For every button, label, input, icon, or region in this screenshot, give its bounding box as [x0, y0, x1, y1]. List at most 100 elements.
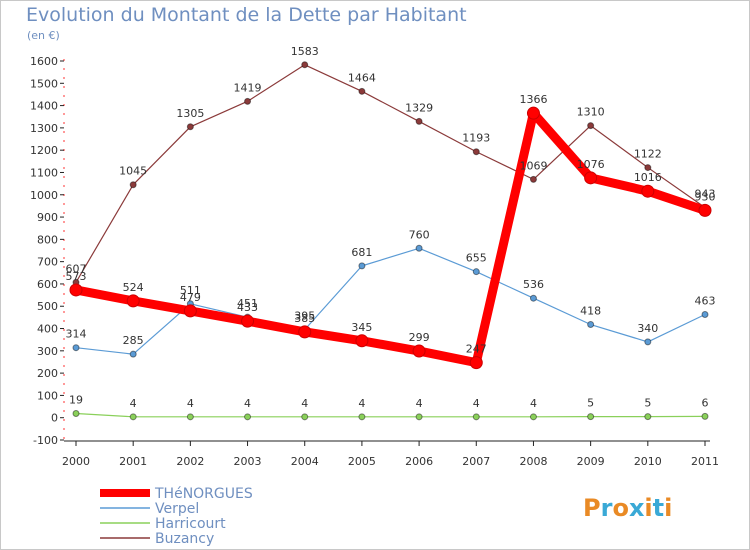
data-point-verpel [529, 294, 537, 302]
legend-label-harricourt: Harricourt [155, 516, 226, 532]
data-label-thenorgues: 299 [409, 331, 430, 344]
data-point-thenorgues [183, 304, 197, 318]
data-point-harricourt [529, 413, 537, 421]
x-tick-label: 2001 [119, 455, 147, 468]
x-tick-label: 2006 [405, 455, 433, 468]
brand-letter: i [664, 494, 672, 522]
data-point-verpel [587, 321, 595, 329]
data-label-harricourt: 4 [301, 397, 308, 410]
data-point-harricourt [587, 413, 595, 421]
y-tick-label: 1600 [30, 55, 58, 68]
x-tick-label: 2002 [176, 455, 204, 468]
y-tick-label: 300 [37, 345, 58, 358]
y-tick-label: 1500 [30, 77, 58, 90]
y-tick-label: 1100 [30, 166, 58, 179]
brand-letter: x [629, 494, 645, 522]
data-point-thenorgues [69, 283, 83, 297]
data-label-verpel: 655 [466, 252, 487, 265]
legend-label-thenorgues: THéNORGUES [154, 486, 253, 502]
data-label-buzancy: 1583 [291, 45, 319, 58]
y-tick-label: 1400 [30, 100, 58, 113]
data-point-verpel [472, 268, 480, 276]
y-tick-label: 700 [37, 256, 58, 269]
x-tick-label: 2011 [691, 455, 719, 468]
series-line-harricourt [75, 412, 706, 418]
data-point-verpel [644, 338, 652, 346]
y-tick-label: 100 [37, 389, 58, 402]
data-label-buzancy: 1045 [119, 165, 147, 178]
data-label-thenorgues: 524 [123, 281, 144, 294]
data-point-buzancy [529, 175, 537, 183]
data-label-verpel: 511 [180, 284, 201, 297]
brand-letter: i [644, 494, 652, 522]
data-label-thenorgues: 1366 [519, 93, 547, 106]
data-point-harricourt [358, 413, 366, 421]
chart-unit: (en €) [27, 29, 60, 42]
data-label-buzancy: 943 [695, 187, 716, 200]
brand-text: Proxiti [583, 494, 672, 522]
data-label-thenorgues: 1076 [577, 158, 605, 171]
data-point-buzancy [186, 123, 194, 131]
data-point-thenorgues [526, 106, 540, 120]
data-label-harricourt: 4 [187, 397, 194, 410]
brand-letter: t [653, 494, 664, 522]
y-tick-label: 1000 [30, 189, 58, 202]
data-label-buzancy: 1193 [462, 132, 490, 145]
y-tick-label: 1200 [30, 144, 58, 157]
data-label-buzancy: 1069 [519, 159, 547, 172]
data-point-verpel [358, 262, 366, 270]
x-tick-label: 2005 [348, 455, 376, 468]
data-label-thenorgues: 247 [466, 343, 487, 356]
data-label-buzancy: 1419 [234, 81, 262, 94]
data-point-verpel [72, 344, 80, 352]
x-tick-label: 2008 [519, 455, 547, 468]
legend-label-buzancy: Buzancy [155, 531, 214, 547]
data-point-verpel [415, 244, 423, 252]
data-label-verpel: 536 [523, 278, 544, 291]
data-label-buzancy: 1329 [405, 101, 433, 114]
data-label-thenorgues: 479 [180, 291, 201, 304]
series-line-buzancy [75, 64, 706, 283]
data-label-buzancy: 607 [66, 262, 87, 275]
data-labels: 607 1045 1305 1419 1583 1464 1329 1193 1069 1310 1… [66, 45, 716, 410]
y-tick-label: 200 [37, 367, 58, 380]
data-point-harricourt [129, 413, 137, 421]
data-label-harricourt: 4 [244, 397, 251, 410]
data-point-thenorgues [584, 171, 598, 185]
data-label-verpel: 681 [351, 246, 372, 259]
data-label-thenorgues: 345 [351, 321, 372, 334]
data-label-verpel: 395 [294, 310, 315, 323]
data-label-verpel: 463 [695, 294, 716, 307]
data-point-buzancy [129, 181, 137, 189]
data-label-harricourt: 4 [416, 397, 423, 410]
data-point-verpel [701, 310, 709, 318]
x-tick-label: 2007 [462, 455, 490, 468]
x-tick-label: 2010 [634, 455, 662, 468]
series-layer [69, 61, 712, 421]
y-tick-label: 800 [37, 233, 58, 246]
data-point-harricourt [701, 412, 709, 420]
data-label-verpel: 340 [637, 322, 658, 335]
data-point-buzancy [244, 97, 252, 105]
data-point-thenorgues [298, 325, 312, 339]
data-point-harricourt [415, 413, 423, 421]
data-point-thenorgues [641, 184, 655, 198]
y-tick-label: 900 [37, 211, 58, 224]
y-tick-label: 0 [51, 412, 58, 425]
data-label-buzancy: 1122 [634, 148, 662, 161]
data-label-harricourt: 4 [530, 397, 537, 410]
x-tick-label: 2003 [234, 455, 262, 468]
series-line-verpel [75, 247, 706, 355]
y-tick-label: 500 [37, 300, 58, 313]
data-label-thenorgues: 1016 [634, 171, 662, 184]
chart-title: Evolution du Montant de la Dette par Hab… [26, 4, 467, 26]
data-point-thenorgues [355, 334, 369, 348]
brand-letter: P [583, 494, 601, 522]
data-point-buzancy [644, 164, 652, 172]
data-point-buzancy [415, 117, 423, 125]
data-label-verpel: 418 [580, 305, 601, 318]
y-tick-label: -100 [33, 434, 58, 447]
data-label-harricourt: 4 [473, 397, 480, 410]
